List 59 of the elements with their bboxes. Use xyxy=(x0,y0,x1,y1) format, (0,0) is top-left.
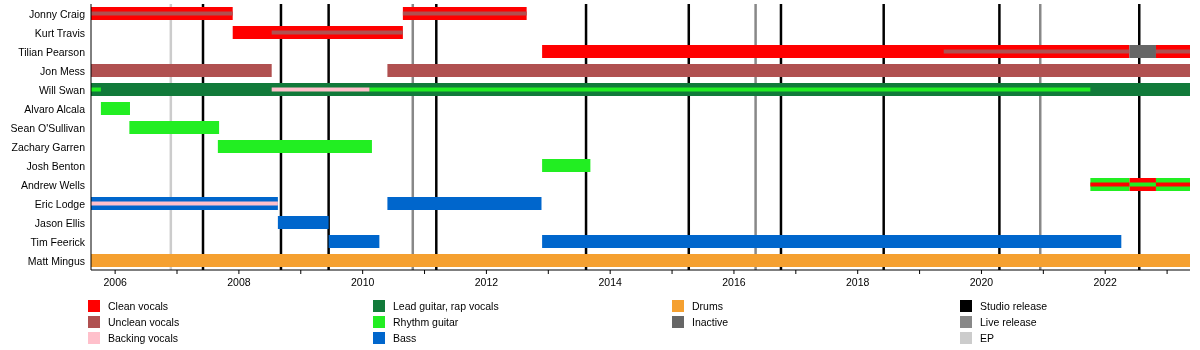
legend-label: Rhythm guitar xyxy=(393,316,459,328)
legend-label: Bass xyxy=(393,332,417,344)
legend-label: Clean vocals xyxy=(108,300,169,312)
bar xyxy=(328,235,380,248)
y-tick-label: Eric Lodge xyxy=(34,197,86,210)
y-tick-label: Kurt Travis xyxy=(34,26,85,39)
legend-label: Inactive xyxy=(692,316,729,328)
bar xyxy=(943,49,1130,54)
x-tick-label: 2010 xyxy=(350,276,375,288)
y-tick-label: Zachary Garren xyxy=(11,140,86,153)
x-tick-label: 2020 xyxy=(969,276,994,288)
x-tick-label: 2022 xyxy=(1093,276,1118,288)
legend-label: Unclean vocals xyxy=(108,316,180,328)
y-tick-label: Matt Mingus xyxy=(27,254,85,267)
bar xyxy=(271,30,403,35)
bar xyxy=(91,201,278,206)
y-tick-label: Tilian Pearson xyxy=(18,45,86,58)
bar xyxy=(100,102,130,115)
y-tick-label: Tim Feerick xyxy=(30,235,86,248)
y-tick-label: Andrew Wells xyxy=(21,178,85,191)
bar xyxy=(1155,49,1190,54)
bar xyxy=(271,87,370,92)
y-tick-label: Jonny Craig xyxy=(28,7,86,20)
y-tick-label: Josh Benton xyxy=(26,159,86,172)
x-tick-label: 2018 xyxy=(846,276,870,288)
y-tick-label: Jon Mess xyxy=(40,64,85,77)
legend-label: Lead guitar, rap vocals xyxy=(393,300,499,312)
x-tick-label: 2016 xyxy=(722,276,746,288)
bar xyxy=(387,197,542,210)
legend-label: Backing vocals xyxy=(108,332,179,344)
bar xyxy=(542,159,591,172)
x-tick-label: 2012 xyxy=(474,276,499,288)
bar xyxy=(91,11,233,16)
y-tick-label: Will Swan xyxy=(38,83,86,96)
bar xyxy=(542,45,1130,58)
bar xyxy=(1090,182,1130,187)
bar xyxy=(91,64,272,77)
bar xyxy=(369,87,1091,92)
bar xyxy=(402,11,527,16)
x-tick-label: 2014 xyxy=(598,276,623,288)
bar xyxy=(1155,182,1190,187)
bar xyxy=(129,121,220,134)
y-tick-label: Jason Ellis xyxy=(34,216,85,229)
legend-label: Live release xyxy=(980,316,1037,328)
bar xyxy=(387,64,1190,77)
y-tick-label: Alvaro Alcala xyxy=(24,102,86,115)
bar xyxy=(91,87,101,92)
x-tick-label: 2008 xyxy=(227,276,251,288)
bar xyxy=(1129,45,1156,58)
bar xyxy=(217,140,372,153)
legend-label: Drums xyxy=(692,300,723,312)
x-tick-label: 2006 xyxy=(103,276,127,288)
legend-label: Studio release xyxy=(980,300,1048,312)
bar xyxy=(91,254,1190,267)
y-tick-label: Sean O'Sullivan xyxy=(10,121,86,134)
legend-label: EP xyxy=(980,332,995,344)
bar xyxy=(277,216,329,229)
bar xyxy=(542,235,1122,248)
bar xyxy=(1129,182,1156,187)
